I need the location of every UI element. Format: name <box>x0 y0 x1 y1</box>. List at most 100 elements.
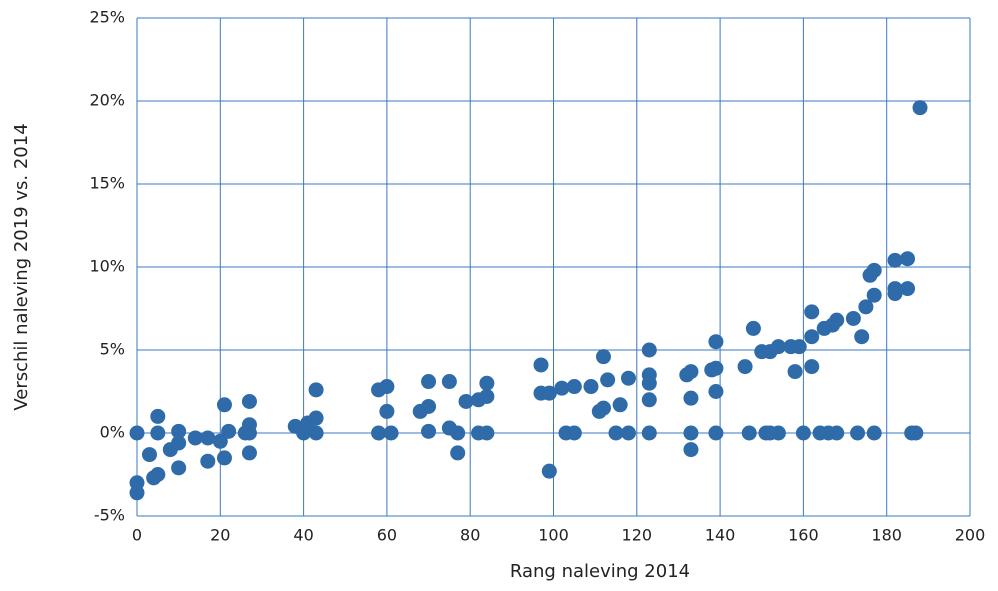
point <box>908 425 924 441</box>
y-tick-label: 25% <box>89 8 125 27</box>
point <box>854 329 870 345</box>
point <box>683 425 699 441</box>
point <box>641 392 657 408</box>
point <box>708 334 724 350</box>
point <box>641 342 657 358</box>
point <box>308 382 324 398</box>
point <box>200 430 216 446</box>
point <box>308 410 324 426</box>
point <box>683 364 699 380</box>
point <box>171 423 187 439</box>
y-tick-label: 15% <box>89 174 125 193</box>
point <box>829 312 845 328</box>
point <box>641 375 657 391</box>
point <box>737 359 753 375</box>
point <box>554 380 570 396</box>
point <box>595 400 611 416</box>
point <box>595 349 611 365</box>
point <box>850 425 866 441</box>
point <box>620 370 636 386</box>
x-tick-label: 180 <box>871 526 902 545</box>
y-tick-label: -5% <box>94 506 125 525</box>
point <box>241 445 257 461</box>
point <box>150 408 166 424</box>
point <box>770 339 786 355</box>
point <box>541 463 557 479</box>
point <box>804 329 820 345</box>
point <box>804 359 820 375</box>
point <box>866 287 882 303</box>
y-tick-label: 5% <box>100 340 125 359</box>
point <box>683 442 699 458</box>
point <box>912 100 928 116</box>
x-tick-label: 100 <box>538 526 569 545</box>
y-tick-label: 0% <box>100 423 125 442</box>
y-tick-label: 20% <box>89 91 125 110</box>
point <box>787 364 803 380</box>
point <box>829 425 845 441</box>
point <box>479 388 495 404</box>
point <box>791 339 807 355</box>
point <box>379 403 395 419</box>
point <box>620 425 636 441</box>
point <box>683 390 699 406</box>
point <box>479 375 495 391</box>
point <box>804 304 820 320</box>
point <box>171 435 187 451</box>
x-tick-label: 20 <box>210 526 230 545</box>
point <box>900 281 916 297</box>
y-tick-label: 10% <box>89 257 125 276</box>
x-tick-label: 40 <box>293 526 313 545</box>
point <box>383 425 399 441</box>
point <box>458 393 474 409</box>
point <box>241 425 257 441</box>
x-tick-label: 80 <box>460 526 480 545</box>
x-tick-label: 160 <box>788 526 819 545</box>
point <box>187 430 203 446</box>
point <box>858 299 874 315</box>
x-tick-label: 0 <box>132 526 142 545</box>
point <box>421 398 437 414</box>
point <box>608 425 624 441</box>
point <box>441 374 457 390</box>
point <box>221 423 237 439</box>
point <box>741 425 757 441</box>
point <box>421 423 437 439</box>
point <box>541 385 557 401</box>
point <box>479 425 495 441</box>
point <box>129 425 145 441</box>
point <box>308 425 324 441</box>
point <box>566 425 582 441</box>
y-axis-label: Verschil naleving 2019 vs. 2014 <box>11 123 32 410</box>
point <box>216 397 232 413</box>
point <box>612 397 628 413</box>
point <box>887 252 903 268</box>
point <box>450 445 466 461</box>
x-tick-label: 120 <box>622 526 653 545</box>
point <box>866 425 882 441</box>
point <box>200 453 216 469</box>
point <box>566 379 582 395</box>
point <box>421 374 437 390</box>
point <box>708 384 724 399</box>
point <box>641 425 657 441</box>
point <box>795 425 811 441</box>
point <box>708 425 724 441</box>
point <box>171 460 187 476</box>
point <box>241 393 257 409</box>
point <box>450 425 466 441</box>
x-tick-label: 60 <box>377 526 397 545</box>
point <box>745 320 761 336</box>
point <box>770 425 786 441</box>
point <box>866 262 882 278</box>
point <box>887 281 903 297</box>
point <box>150 467 166 482</box>
point <box>379 379 395 395</box>
point <box>216 450 232 466</box>
point <box>845 310 861 326</box>
x-axis-label: Rang naleving 2014 <box>510 561 690 582</box>
x-tick-label: 140 <box>705 526 736 545</box>
point <box>141 447 157 463</box>
point <box>600 372 616 388</box>
